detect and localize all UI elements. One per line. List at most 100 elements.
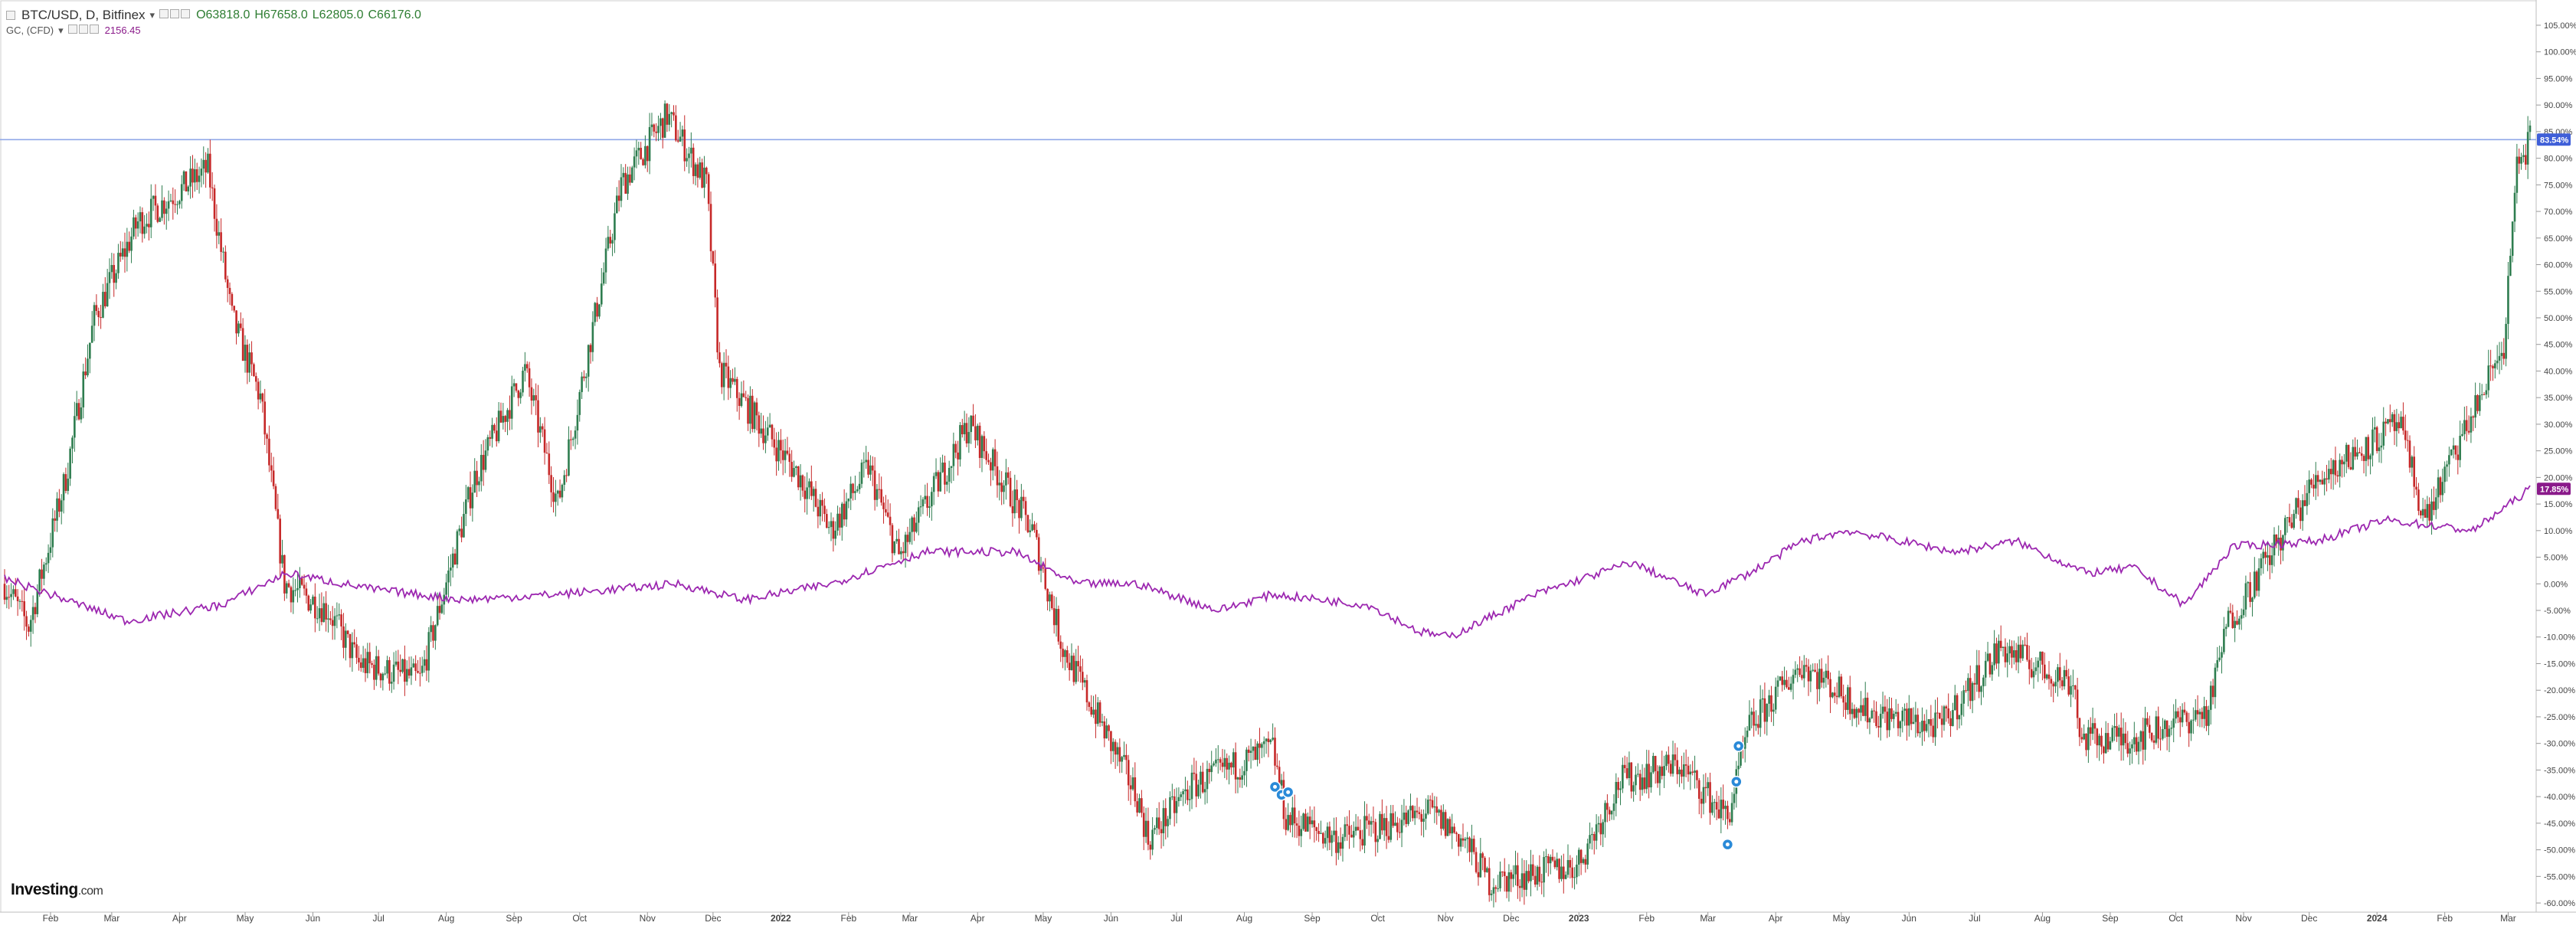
y-tick-label: 70.00%: [2544, 208, 2573, 217]
candle-body: [963, 423, 966, 435]
candle-body: [246, 345, 249, 373]
candle-body: [148, 224, 150, 227]
candle-body: [1897, 711, 1900, 728]
event-marker-icon[interactable]: [1281, 786, 1295, 799]
candle-body: [1339, 842, 1342, 849]
candle-body: [307, 595, 310, 611]
x-tick-label: May: [1832, 913, 1850, 924]
candle-body: [834, 530, 837, 539]
candle-body: [38, 569, 41, 591]
candle-body: [996, 466, 999, 486]
candle-body: [854, 491, 856, 493]
candle-body: [2052, 683, 2055, 687]
candle-body: [650, 124, 653, 127]
candle-body: [1079, 666, 1082, 672]
candle-body: [2058, 667, 2061, 681]
x-tick-label: Jun: [306, 913, 320, 924]
event-marker-icon[interactable]: [1730, 775, 1743, 788]
candle-body: [2216, 659, 2219, 668]
compare-eye-icon[interactable]: [78, 25, 88, 34]
candle-body: [1553, 860, 1556, 868]
candle-body: [1118, 747, 1121, 762]
candle-body: [1604, 803, 1606, 823]
compare-dropdown-icon[interactable]: ▾: [58, 25, 64, 36]
candle-body: [758, 415, 761, 434]
candle-body: [2310, 479, 2313, 485]
candle-body: [82, 371, 85, 407]
candle-body: [2413, 456, 2416, 487]
candle-body: [1049, 594, 1051, 602]
x-tick-label: Jun: [1104, 913, 1118, 924]
candle-body: [1357, 826, 1360, 831]
x-tick-label: Nov: [1437, 913, 1453, 924]
eye-button-icon[interactable]: [170, 9, 180, 18]
candle-body: [1215, 759, 1217, 764]
x-tick-label: Mar: [1700, 913, 1716, 924]
candle-body: [1727, 806, 1729, 819]
candle-body: [1740, 747, 1742, 766]
candle-body: [735, 378, 738, 398]
candle-body: [281, 554, 283, 564]
collapse-toggle-icon[interactable]: [6, 11, 15, 20]
compare-close-icon[interactable]: [89, 25, 99, 34]
candle-body: [2234, 620, 2236, 628]
candle-body: [1149, 844, 1152, 850]
candle-body: [646, 146, 649, 162]
candle-body: [1051, 594, 1053, 609]
candle-body: [195, 168, 198, 182]
settings-button-icon[interactable]: [159, 9, 169, 18]
candle-body: [644, 146, 646, 165]
candle-body: [1203, 789, 1206, 793]
candle-body: [1070, 656, 1073, 671]
candle-body: [1037, 537, 1040, 571]
candle-body: [421, 666, 424, 673]
candle-body: [990, 462, 992, 471]
compare-symbol[interactable]: GC, (CFD): [6, 25, 54, 36]
candle-body: [530, 387, 533, 401]
dropdown-caret-icon[interactable]: ▾: [149, 9, 155, 21]
candle-body: [239, 323, 242, 329]
candle-body: [1144, 820, 1147, 837]
candle-body: [718, 352, 721, 364]
close-button-icon[interactable]: [181, 9, 191, 18]
candle-body: [2487, 365, 2490, 391]
candle-body: [917, 507, 920, 523]
candle-body: [2030, 669, 2033, 678]
candle-body: [771, 424, 774, 440]
candle-body: [1350, 834, 1353, 838]
candle-body: [2511, 221, 2514, 257]
candle-body: [1999, 640, 2002, 649]
candle-body: [2507, 276, 2509, 324]
candle-body: [1842, 696, 1844, 703]
candle-body: [1676, 760, 1679, 774]
event-marker-icon[interactable]: [1721, 838, 1734, 851]
candle-body: [2334, 460, 2337, 476]
candle-body: [1592, 834, 1596, 841]
candle-body: [215, 218, 218, 236]
candle-body: [1573, 877, 1576, 878]
candle-body: [1287, 815, 1289, 830]
price-axis[interactable]: 105.00%100.00%95.00%90.00%85.00%80.00%75…: [2536, 21, 2576, 908]
candle-body: [716, 297, 718, 353]
candle-body: [709, 204, 712, 252]
candle-body: [102, 292, 104, 318]
event-markers[interactable]: [1268, 740, 1745, 851]
candle-body: [432, 625, 434, 641]
candle-body: [469, 487, 472, 509]
candle-body: [1956, 695, 1959, 720]
candle-body: [1108, 725, 1110, 731]
y-tick-label: -10.00%: [2544, 633, 2575, 643]
symbol-title[interactable]: BTC/USD, D, Bitfinex: [21, 8, 146, 22]
event-marker-icon[interactable]: [1268, 780, 1281, 793]
event-marker-icon[interactable]: [1732, 740, 1745, 752]
candle-body: [1433, 806, 1436, 808]
candle-body: [408, 669, 411, 676]
candle-body: [2060, 680, 2064, 687]
candle-body: [1914, 715, 1917, 722]
candle-body: [2461, 433, 2463, 437]
compare-settings-icon[interactable]: [67, 25, 77, 34]
candle-body: [1046, 588, 1049, 602]
y-tick-label: 0.00%: [2544, 580, 2568, 589]
time-axis[interactable]: Feb Mar Apr May Jun Jul Aug Sep Oct Nov Dec 2022 Feb…: [43, 912, 2516, 924]
